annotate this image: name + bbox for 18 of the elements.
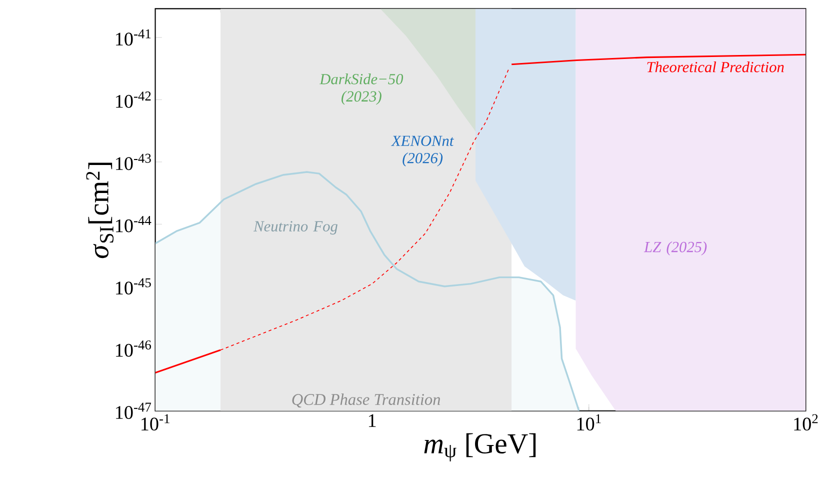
x-axis-title: m$_{ψ}$ [GeV] xyxy=(424,433,536,462)
x-tick-label: 10$^{1}$ xyxy=(577,414,601,431)
y-tick-label: 10$^{-45}$ xyxy=(116,278,151,295)
band-label: QCD Phase Transition xyxy=(292,394,440,408)
y-axis-title: σ$_{SI}$[cm$^{2}$] xyxy=(86,162,114,258)
x-tick-label: 10$^{-1}$ xyxy=(142,414,170,431)
y-tick-label: 10$^{-46}$ xyxy=(116,340,152,357)
series-label: Neutrino Fog xyxy=(253,221,338,235)
y-tick-label: 10$^{-43}$ xyxy=(116,154,151,170)
y-tick-label: 10$^{-44}$ xyxy=(116,216,152,232)
y-tick-label: 10$^{-42}$ xyxy=(116,92,151,108)
series-label: XENONnt (2026) xyxy=(390,136,454,166)
y-tick-label: 10$^{-41}$ xyxy=(116,29,151,46)
series-label: DarkSide−50 (2023) xyxy=(319,74,404,105)
series-label: LZ (2025) xyxy=(644,242,707,256)
x-tick-label: 1 xyxy=(368,414,376,427)
series-label: Theoretical Prediction xyxy=(647,62,784,72)
x-tick-label: 10$^{2}$ xyxy=(794,414,818,431)
